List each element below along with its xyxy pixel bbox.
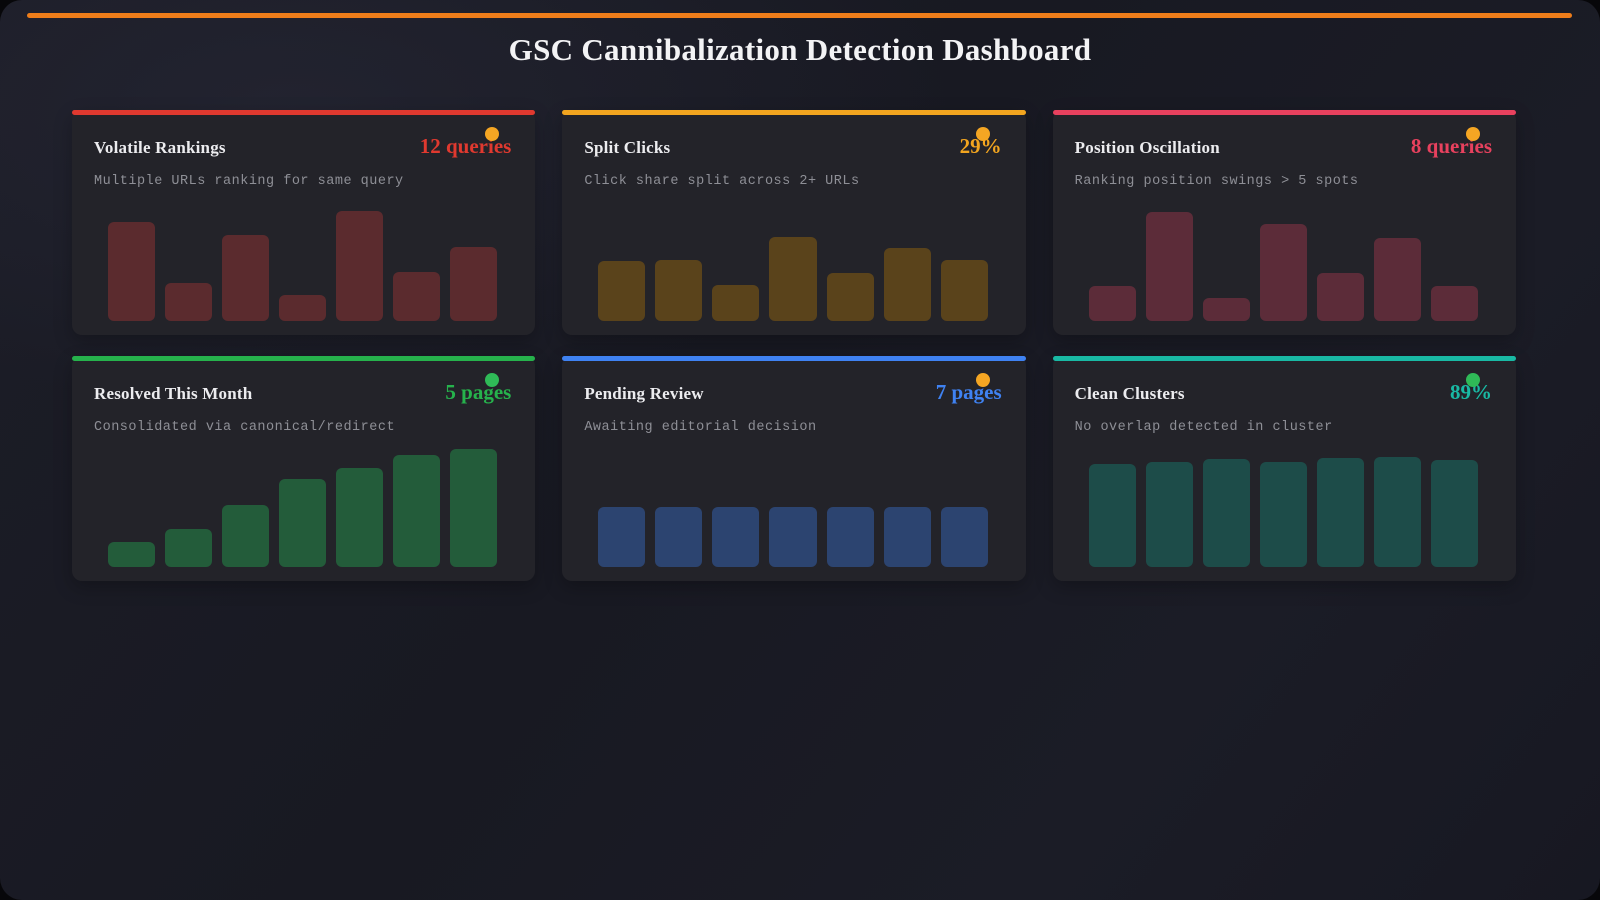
page-title: GSC Cannibalization Detection Dashboard xyxy=(508,32,1092,67)
chart-bar xyxy=(1316,457,1364,567)
chart-bar xyxy=(1259,461,1307,567)
metric-card-split-clicks: Split Clicks 29% Click share split acros… xyxy=(562,110,1026,335)
chart-bar xyxy=(165,529,213,567)
status-dot-icon xyxy=(485,127,500,141)
chart-bar xyxy=(222,504,270,567)
mini-bar-chart xyxy=(584,437,1001,567)
status-dot-icon xyxy=(1466,373,1480,387)
chart-bar xyxy=(1373,456,1421,567)
status-dot-icon xyxy=(1466,127,1480,141)
chart-bar xyxy=(712,507,760,567)
card-subtitle: Click share split across 2+ URLs xyxy=(584,174,860,189)
card-subtitle: Ranking position swings > 5 spots xyxy=(1074,174,1359,189)
chart-bar xyxy=(883,507,931,567)
status-dot-icon xyxy=(975,127,990,141)
chart-bar xyxy=(1088,464,1136,567)
chart-bar xyxy=(279,295,327,321)
card-title: Resolved This Month xyxy=(94,384,253,403)
chart-bar xyxy=(1145,211,1193,321)
card-title: Position Oscillation xyxy=(1074,138,1220,157)
chart-bar xyxy=(1088,285,1136,321)
card-subtitle: No overlap detected in cluster xyxy=(1074,420,1333,435)
status-dot-icon xyxy=(485,373,500,387)
chart-bar xyxy=(883,248,931,321)
card-value-text: 5 pages xyxy=(445,380,512,404)
mini-bar-chart xyxy=(584,191,1001,321)
chart-bar xyxy=(450,246,498,321)
metric-card-clean-clusters: Clean Clusters 89% No overlap detected i… xyxy=(1052,356,1516,581)
chart-bar xyxy=(1202,297,1250,321)
chart-bar xyxy=(393,455,441,567)
chart-bar xyxy=(108,542,156,567)
metric-card-volatile-rankings: Volatile Rankings 12 queries Multiple UR… xyxy=(72,110,536,335)
card-value: 8 queries xyxy=(1410,127,1492,159)
chart-bar xyxy=(108,222,156,321)
chart-bar xyxy=(1145,461,1193,567)
mini-bar-chart xyxy=(1075,437,1492,567)
chart-bar xyxy=(940,259,988,321)
chart-bar xyxy=(336,468,384,567)
status-dot-icon xyxy=(975,373,990,387)
chart-bar xyxy=(769,507,817,567)
mini-bar-chart xyxy=(94,191,511,321)
card-accent-bar xyxy=(72,110,536,115)
card-accent-bar xyxy=(72,356,536,361)
card-value-text: 7 pages xyxy=(935,380,1002,404)
metric-card-pending-review: Pending Review 7 pages Awaiting editoria… xyxy=(562,356,1026,581)
card-header: Volatile Rankings 12 queries xyxy=(94,127,511,159)
chart-bar xyxy=(1430,285,1478,321)
metric-card-resolved-this-month: Resolved This Month 5 pages Consolidated… xyxy=(72,356,536,581)
chart-bar xyxy=(598,261,646,321)
chart-bar xyxy=(279,478,327,567)
card-header: Position Oscillation 8 queries xyxy=(1074,127,1492,159)
card-header: Clean Clusters 89% xyxy=(1074,373,1492,405)
chart-bar xyxy=(1316,272,1364,321)
card-title: Pending Review xyxy=(584,384,704,403)
chart-bar xyxy=(826,507,874,567)
chart-bar xyxy=(769,236,817,321)
chart-bar xyxy=(1259,223,1307,321)
card-accent-bar xyxy=(562,356,1026,361)
card-subtitle: Multiple URLs ranking for same query xyxy=(94,174,404,189)
card-subtitle: Consolidated via canonical/redirect xyxy=(94,420,396,435)
card-value: 12 queries xyxy=(420,127,511,159)
card-value: 89% xyxy=(1450,373,1492,405)
mini-bar-chart xyxy=(94,437,511,567)
card-value: 7 pages xyxy=(935,373,1002,405)
chart-bar xyxy=(393,271,441,321)
chart-bar xyxy=(1202,459,1250,567)
chart-bar xyxy=(1430,460,1478,567)
mini-bar-chart xyxy=(1075,191,1492,321)
card-subtitle: Awaiting editorial decision xyxy=(584,420,817,435)
card-header: Resolved This Month 5 pages xyxy=(94,373,512,405)
card-value-text: 8 queries xyxy=(1410,134,1492,158)
chart-bar xyxy=(712,284,760,321)
card-header: Pending Review 7 pages xyxy=(584,373,1002,405)
card-header: Split Clicks 29% xyxy=(584,127,1002,159)
chart-bar xyxy=(655,259,703,321)
card-accent-bar xyxy=(1052,110,1516,115)
cards-grid: Volatile Rankings 12 queries Multiple UR… xyxy=(72,110,1516,581)
chart-bar xyxy=(450,448,498,567)
chart-bar xyxy=(940,507,988,567)
chart-bar xyxy=(336,210,384,321)
metric-card-position-oscillation: Position Oscillation 8 queries Ranking p… xyxy=(1052,110,1516,335)
card-title: Clean Clusters xyxy=(1074,384,1185,403)
page-top-accent-bar xyxy=(27,13,1572,18)
card-value: 29% xyxy=(960,127,1002,159)
chart-bar xyxy=(222,235,270,321)
card-title: Volatile Rankings xyxy=(94,138,226,157)
card-accent-bar xyxy=(1052,356,1516,361)
chart-bar xyxy=(655,507,703,567)
chart-bar xyxy=(598,507,646,567)
card-accent-bar xyxy=(562,110,1026,115)
card-title: Split Clicks xyxy=(584,138,671,157)
chart-bar xyxy=(826,272,874,321)
card-value: 5 pages xyxy=(445,373,512,405)
chart-bar xyxy=(1373,237,1421,321)
chart-bar xyxy=(165,283,213,321)
